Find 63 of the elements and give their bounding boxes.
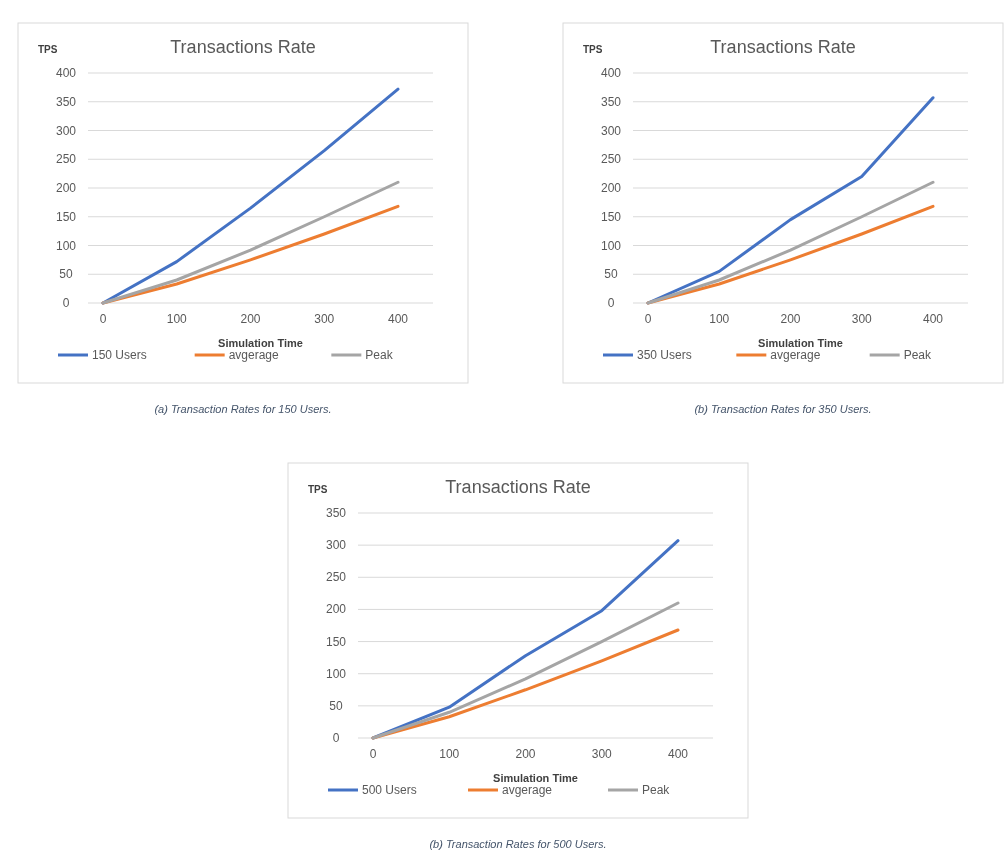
y-axis-title: TPS	[583, 44, 603, 55]
legend-label: avgerage	[502, 783, 553, 797]
y-tick-label: 100	[325, 666, 347, 681]
chart-title: Transactions Rate	[710, 37, 856, 57]
y-tick-label: 250	[600, 152, 622, 167]
x-tick-label: 300	[851, 312, 873, 326]
y-axis-title: TPS	[308, 484, 328, 495]
line-series	[371, 601, 680, 740]
x-axis-title: Simulation Time	[758, 337, 843, 349]
y-tick-label: 200	[325, 602, 347, 617]
legend-label: 500 Users	[362, 783, 417, 797]
y-tick-label: 0	[332, 731, 340, 745]
x-tick-label: 100	[439, 747, 460, 761]
x-tick-label: 400	[922, 312, 944, 326]
y-tick-label: 400	[55, 66, 77, 80]
legend-label: avgerage	[770, 348, 821, 362]
x-tick-label: 100	[166, 312, 188, 326]
x-tick-label: 400	[667, 747, 689, 761]
y-tick-label: 150	[55, 209, 77, 224]
y-tick-label: 200	[600, 181, 622, 195]
chart-title: Transactions Rate	[445, 477, 591, 497]
y-tick-label: 250	[325, 570, 347, 585]
legend-label: 150 Users	[92, 348, 147, 362]
x-tick-label: 200	[780, 312, 801, 326]
y-tick-label: 300	[325, 538, 347, 553]
legend-label: 350 Users	[637, 348, 692, 362]
x-tick-label: 0	[644, 312, 652, 326]
y-tick-label: 350	[325, 506, 347, 520]
x-tick-label: 400	[387, 312, 409, 326]
line-series	[101, 180, 400, 305]
y-tick-label: 350	[600, 94, 622, 109]
y-tick-label: 300	[600, 123, 622, 138]
y-tick-label: 0	[607, 296, 615, 310]
x-tick-label: 200	[240, 312, 261, 326]
y-tick-label: 100	[600, 238, 622, 253]
y-tick-label: 400	[600, 66, 622, 80]
x-tick-label: 200	[515, 747, 536, 761]
legend-label: Peak	[903, 348, 933, 362]
text: (b) Transaction Rates for 350 Users.	[694, 403, 872, 415]
line-series	[646, 180, 935, 305]
y-tick-label: 200	[55, 181, 77, 195]
y-tick-label: 50	[59, 267, 73, 282]
y-tick-label: 150	[325, 634, 347, 649]
chart-title: Transactions Rate	[170, 37, 316, 57]
legend-label: avgerage	[228, 348, 280, 362]
x-tick-label: 100	[709, 312, 730, 326]
y-axis-title: TPS	[38, 44, 58, 55]
x-tick-label: 0	[369, 747, 377, 761]
legend-label: Peak	[642, 783, 671, 797]
y-tick-label: 100	[55, 238, 77, 253]
x-tick-label: 0	[99, 312, 107, 326]
legend-label: Peak	[365, 348, 394, 362]
y-tick-label: 0	[62, 296, 70, 310]
x-axis-title: Simulation Time	[218, 337, 303, 349]
y-tick-label: 50	[329, 698, 343, 713]
y-tick-label: 150	[600, 209, 622, 224]
x-axis-title: Simulation Time	[493, 772, 578, 784]
y-tick-label: 50	[604, 267, 618, 282]
y-tick-label: 250	[55, 152, 77, 167]
y-tick-label: 350	[55, 94, 77, 109]
text: (a) Transaction Rates for 150 Users.	[154, 403, 332, 415]
text: (b) Transaction Rates for 500 Users.	[429, 838, 607, 850]
y-tick-label: 300	[55, 123, 77, 138]
